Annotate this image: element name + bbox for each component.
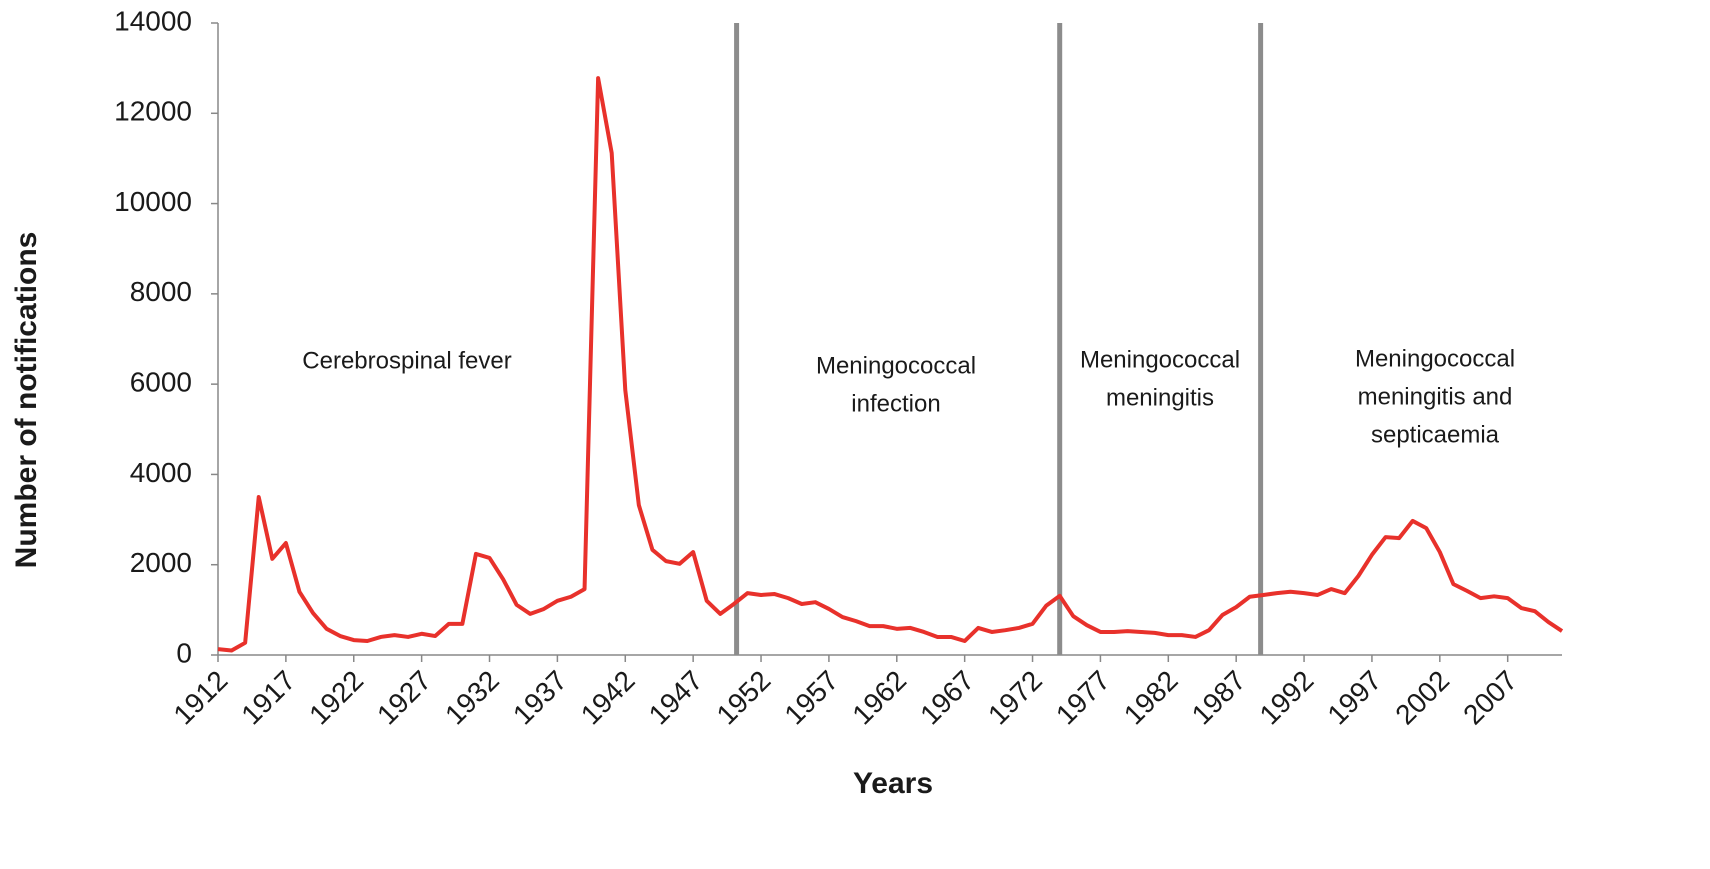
annotation: septicaemia xyxy=(1371,421,1500,448)
annotation: meningitis xyxy=(1106,384,1214,411)
x-axis-title: Years xyxy=(853,767,933,800)
y-tick-label: 0 xyxy=(176,637,192,668)
y-tick-label: 10000 xyxy=(114,186,192,217)
y-tick-label: 14000 xyxy=(114,5,192,36)
x-tick-label: 1987 xyxy=(1186,665,1252,731)
x-tick-label: 1977 xyxy=(1050,665,1116,731)
x-tick-label: 1917 xyxy=(235,665,301,731)
x-tick-label: 1962 xyxy=(846,665,912,731)
x-tick-label: 1947 xyxy=(643,665,709,731)
annotation: Cerebrospinal fever xyxy=(302,347,511,374)
annotation: Meningococcal xyxy=(1355,345,1515,372)
x-tick-label: 1982 xyxy=(1118,665,1184,731)
x-tick-label: 1972 xyxy=(982,665,1048,731)
x-tick-label: 1927 xyxy=(371,665,437,731)
x-tick-label: 1937 xyxy=(507,665,573,731)
y-tick-label: 4000 xyxy=(130,457,192,488)
x-tick-label: 2002 xyxy=(1389,665,1455,731)
annotation: Meningococcal xyxy=(816,352,976,379)
x-tick-label: 1952 xyxy=(711,665,777,731)
annotation: Meningococcal xyxy=(1080,346,1240,373)
x-tick-label: 1922 xyxy=(303,665,369,731)
y-tick-label: 12000 xyxy=(114,96,192,127)
data-line xyxy=(217,76,1564,653)
x-tick-label: 1967 xyxy=(914,665,980,731)
y-tick-label: 8000 xyxy=(130,276,192,307)
x-tick-label: 1912 xyxy=(167,665,233,731)
x-tick-label: 1957 xyxy=(778,665,844,731)
annotation: infection xyxy=(851,390,940,417)
y-axis-title: Number of notifications xyxy=(10,232,43,569)
x-tick-label: 2007 xyxy=(1457,665,1523,731)
y-tick-label: 6000 xyxy=(130,367,192,398)
x-tick-label: 1942 xyxy=(575,665,641,731)
x-tick-label: 1992 xyxy=(1254,665,1320,731)
y-tick-label: 2000 xyxy=(130,547,192,578)
x-tick-label: 1932 xyxy=(439,665,505,731)
x-tick-label: 1997 xyxy=(1321,665,1387,731)
annotation: meningitis and xyxy=(1358,383,1513,410)
